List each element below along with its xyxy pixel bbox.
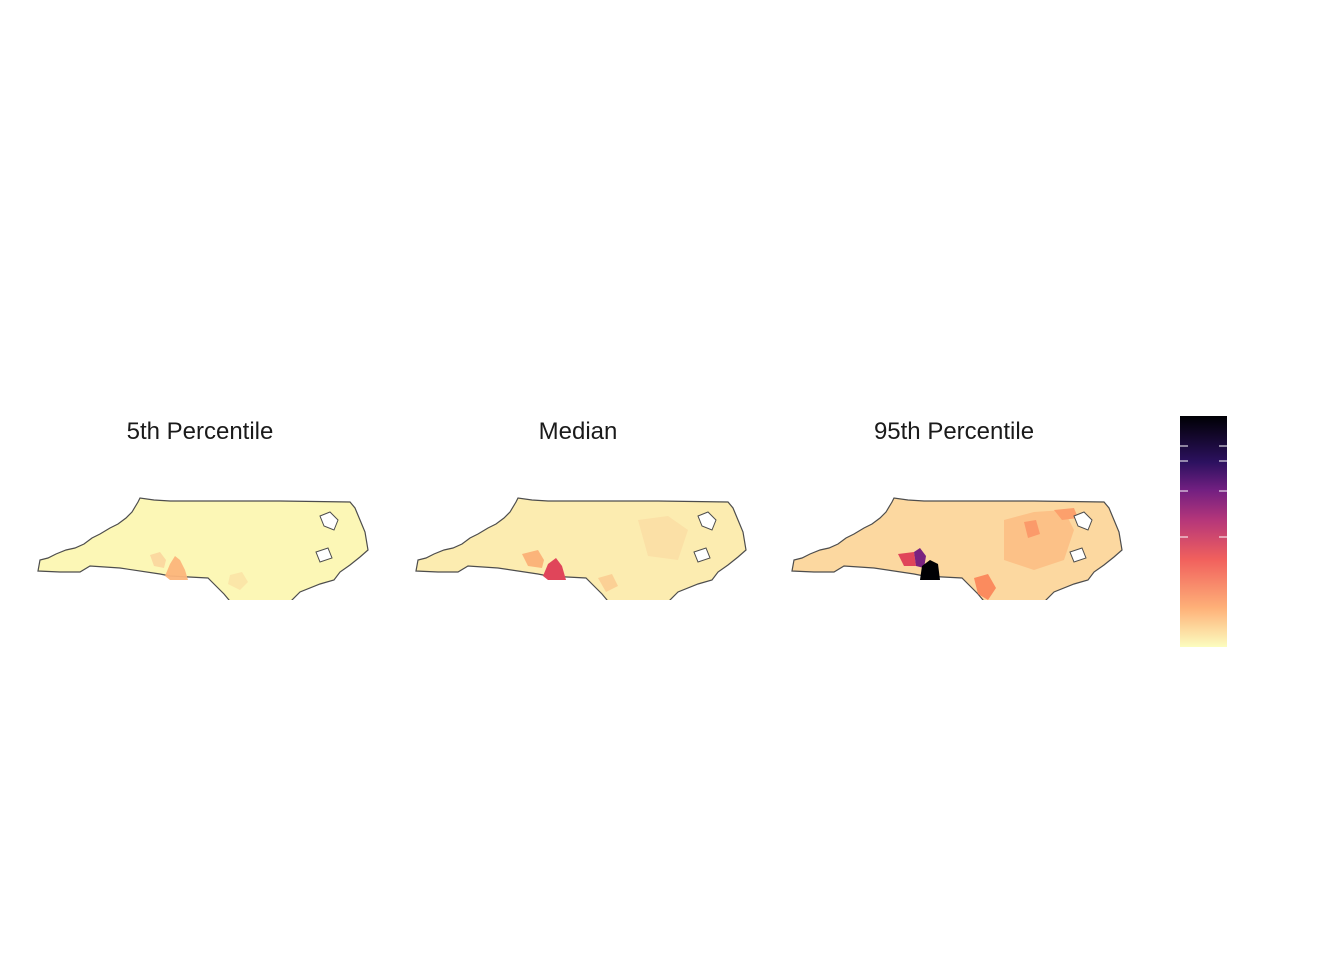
sound [693,547,711,563]
map-panel-median: Median [398,410,758,610]
county-highlight [898,552,916,566]
county-highlight [165,556,188,580]
county-highlight [543,558,566,580]
county-highlight [920,560,940,580]
county-highlight [974,574,996,600]
county-highlight [914,548,926,568]
panel-title: 95th Percentile [873,418,1035,445]
sound [319,511,339,531]
county-highlight [1004,510,1074,570]
county-highlight [638,516,688,560]
map-panel-5th: 5th Percentile [20,410,380,610]
legend-colorbar [1180,416,1227,647]
county-highlight [1024,520,1040,538]
sound [1069,547,1087,563]
nc-map [791,497,1123,600]
county-highlight [228,572,248,590]
sound [1073,511,1093,531]
county-highlight [522,550,544,568]
state-shape [415,497,747,600]
county-highlight [150,552,166,568]
map-panel-95th: 95th Percentile [774,410,1134,610]
color-legend [1180,416,1227,647]
county-highlight [598,574,618,592]
panel-title: 5th Percentile [126,418,274,445]
sound [315,547,333,563]
nc-map [415,497,747,600]
panel-title: Median [538,418,618,445]
state-shape [37,497,369,600]
legend-ticks [1180,445,1227,538]
nc-map [37,497,369,600]
county-highlight [1054,508,1078,520]
sound [697,511,717,531]
